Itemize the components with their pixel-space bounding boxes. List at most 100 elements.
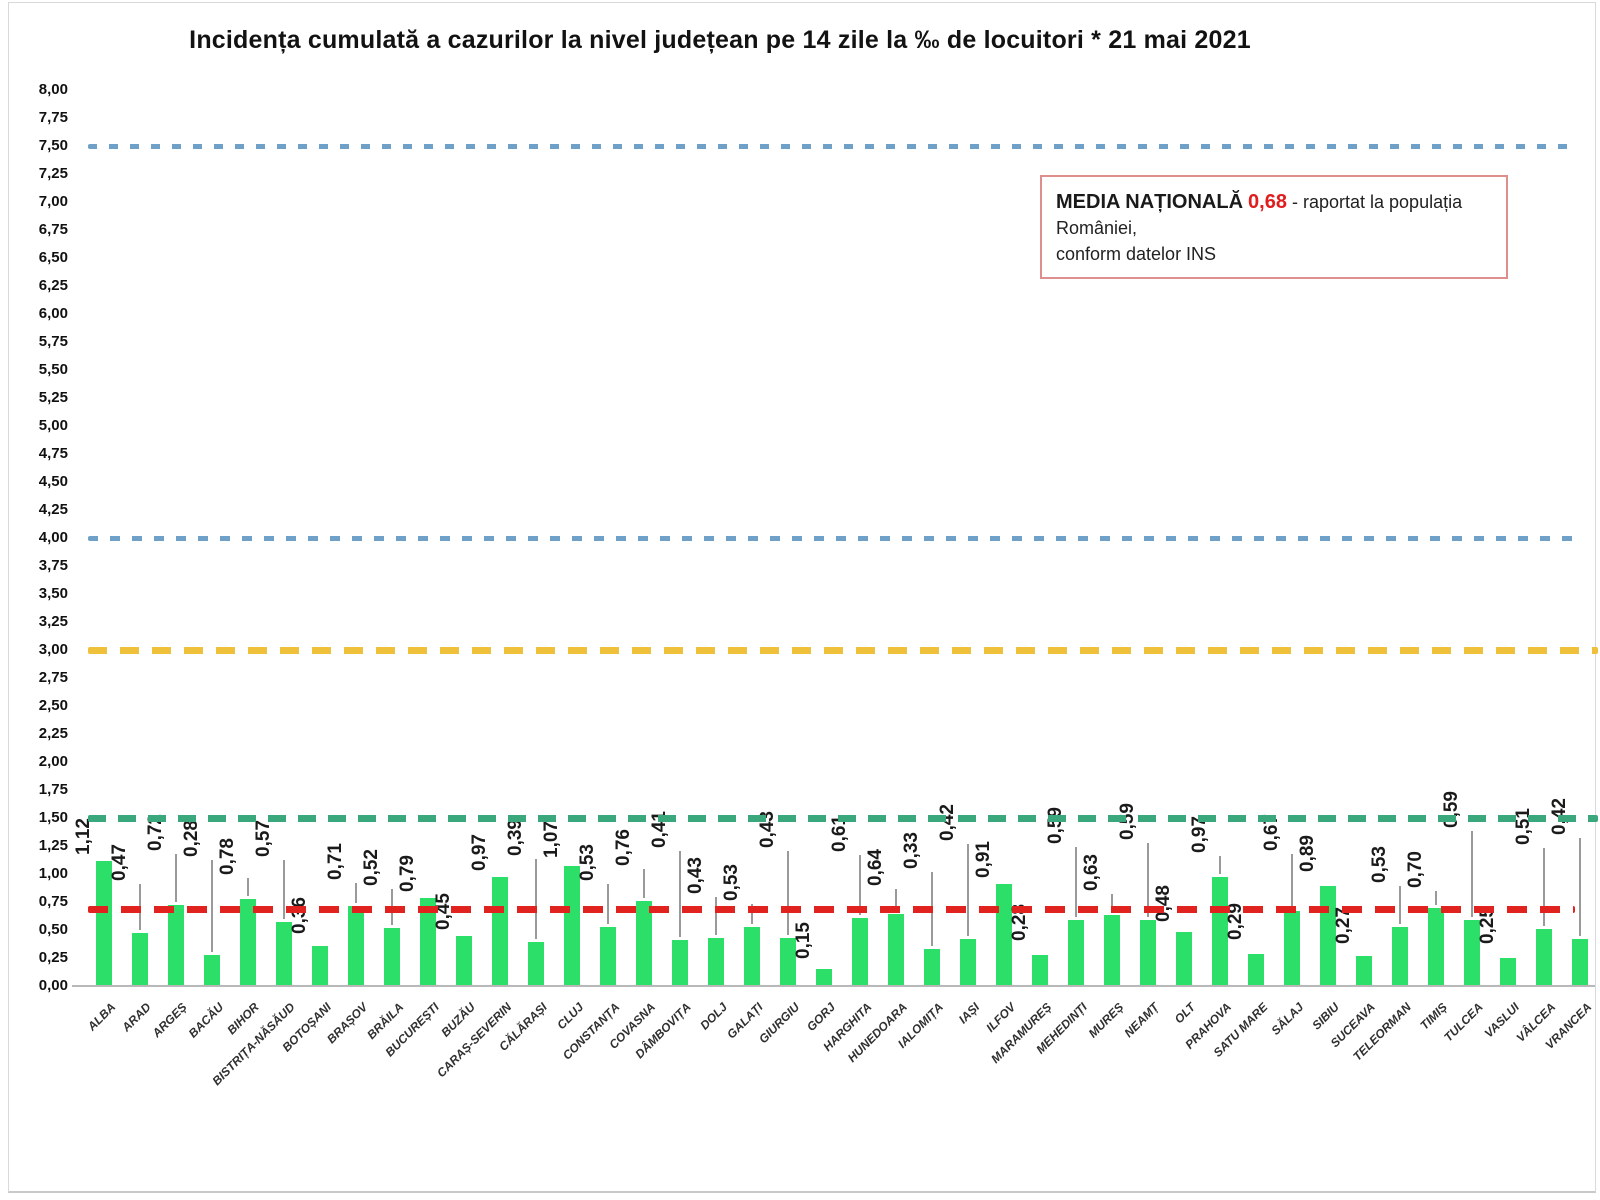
label-leader-line xyxy=(1579,837,1581,936)
y-axis-tick: 2,50 xyxy=(38,697,68,714)
bar xyxy=(1212,877,1228,986)
bar-value-label: 0,53 xyxy=(577,843,598,881)
y-axis-tick: 4,75 xyxy=(38,445,68,462)
reference-line-1-5 xyxy=(88,814,1598,822)
y-axis-tick: 3,00 xyxy=(38,641,68,658)
reference-line-4 xyxy=(88,535,1575,541)
y-axis-tick: 6,25 xyxy=(38,277,68,294)
bar-value-label: 0,51 xyxy=(1513,807,1534,845)
x-axis-line xyxy=(72,985,1595,987)
y-axis-tick: 3,75 xyxy=(38,557,68,574)
bar-value-label: 0,52 xyxy=(361,848,382,886)
y-axis-tick: 1,75 xyxy=(38,781,68,798)
y-axis-tick: 6,50 xyxy=(38,249,68,266)
callout-line-2: conform datelor INS xyxy=(1056,244,1217,264)
label-leader-line xyxy=(1543,847,1545,926)
bar xyxy=(1140,919,1156,986)
y-axis-tick: 7,75 xyxy=(38,109,68,126)
bar xyxy=(348,906,364,986)
bar xyxy=(600,926,616,986)
bar xyxy=(1176,932,1192,986)
bar xyxy=(924,949,940,986)
chart-title: Incidența cumulată a cazurilor la nivel … xyxy=(189,26,1251,54)
bar-value-label: 0,39 xyxy=(505,819,526,857)
y-axis-tick: 4,00 xyxy=(38,529,68,546)
y-axis-tick: 1,25 xyxy=(38,837,68,854)
label-leader-line xyxy=(967,843,969,936)
y-axis-tick: 4,50 xyxy=(38,473,68,490)
bar-value-label: 1,12 xyxy=(73,817,94,855)
label-leader-line xyxy=(355,883,357,904)
bar xyxy=(528,942,544,986)
x-axis-label: VRANCEA xyxy=(1364,998,1594,1052)
y-axis-tick: 1,50 xyxy=(38,809,68,826)
reference-line-3 xyxy=(88,646,1598,654)
x-axis-label-text: VRANCEA xyxy=(1542,1000,1594,1052)
y-axis-tick: 5,75 xyxy=(38,333,68,350)
bar-value-label: 0,53 xyxy=(721,863,742,901)
y-axis-tick: 4,25 xyxy=(38,501,68,518)
bar xyxy=(1104,915,1120,986)
bar xyxy=(708,937,724,986)
label-leader-line xyxy=(679,851,681,938)
label-leader-line xyxy=(283,860,285,920)
y-axis-tick: 3,50 xyxy=(38,585,68,602)
bar-value-label: 0,97 xyxy=(469,834,490,872)
label-leader-line xyxy=(1471,830,1473,917)
label-leader-line xyxy=(535,859,537,940)
bar xyxy=(168,905,184,986)
bar-value-label: 0,59 xyxy=(1441,790,1462,828)
y-axis-tick: 2,75 xyxy=(38,669,68,686)
bar xyxy=(780,937,796,986)
reference-line-7-5 xyxy=(88,143,1575,149)
y-axis-tick: 0,75 xyxy=(38,893,68,910)
bar-value-label: 1,07 xyxy=(541,821,562,859)
callout-value: 0,68 xyxy=(1248,191,1287,213)
bar-value-label: 0,63 xyxy=(1081,854,1102,892)
bar-value-label: 0,97 xyxy=(1189,816,1210,854)
label-leader-line xyxy=(211,859,213,952)
label-leader-line xyxy=(1147,842,1149,917)
label-leader-line xyxy=(247,877,249,896)
label-leader-line xyxy=(715,896,717,935)
bar xyxy=(960,938,976,986)
bar xyxy=(816,969,832,986)
y-axis-tick: 5,25 xyxy=(38,389,68,406)
y-axis-tick: 2,25 xyxy=(38,725,68,742)
callout-label: MEDIA NAȚIONALĂ xyxy=(1056,191,1244,213)
bar-value-label: 0,59 xyxy=(1045,806,1066,844)
bar xyxy=(1428,907,1444,986)
bar xyxy=(1356,955,1372,986)
national-average-callout: MEDIA NAȚIONALĂ 0,68 - raportat la popul… xyxy=(1040,175,1508,279)
bar-value-label: 0,70 xyxy=(1405,850,1426,888)
label-leader-line xyxy=(607,883,609,924)
y-axis-tick: 6,00 xyxy=(38,305,68,322)
bar xyxy=(276,922,292,986)
label-leader-line xyxy=(1075,846,1077,917)
bar xyxy=(240,898,256,986)
y-axis-tick: 2,00 xyxy=(38,753,68,770)
label-leader-line xyxy=(751,903,753,924)
reference-line-0-68 xyxy=(88,906,1575,914)
y-axis-tick: 5,50 xyxy=(38,361,68,378)
bar-value-label: 0,89 xyxy=(1297,835,1318,873)
bar xyxy=(1248,953,1264,986)
label-leader-line xyxy=(175,854,177,903)
label-leader-line xyxy=(1219,856,1221,875)
y-axis-tick: 7,50 xyxy=(38,137,68,154)
bar xyxy=(744,926,760,986)
bar xyxy=(1284,910,1300,986)
bar-value-label: 0,57 xyxy=(253,820,274,858)
y-axis-tick: 5,00 xyxy=(38,417,68,434)
y-axis-tick: 0,25 xyxy=(38,949,68,966)
bar-value-label: 0,15 xyxy=(793,922,814,960)
callout-description: - raportat la populația României, xyxy=(1056,192,1463,238)
bar xyxy=(1464,919,1480,986)
y-axis-tick: 0,00 xyxy=(38,977,68,994)
y-axis-tick: 6,75 xyxy=(38,221,68,238)
bar xyxy=(492,877,508,986)
bar-value-label: 0,42 xyxy=(937,803,958,841)
bar-value-label: 0,33 xyxy=(901,832,922,870)
callout-line-1: MEDIA NAȚIONALĂ 0,68 - raportat la popul… xyxy=(1056,189,1492,241)
